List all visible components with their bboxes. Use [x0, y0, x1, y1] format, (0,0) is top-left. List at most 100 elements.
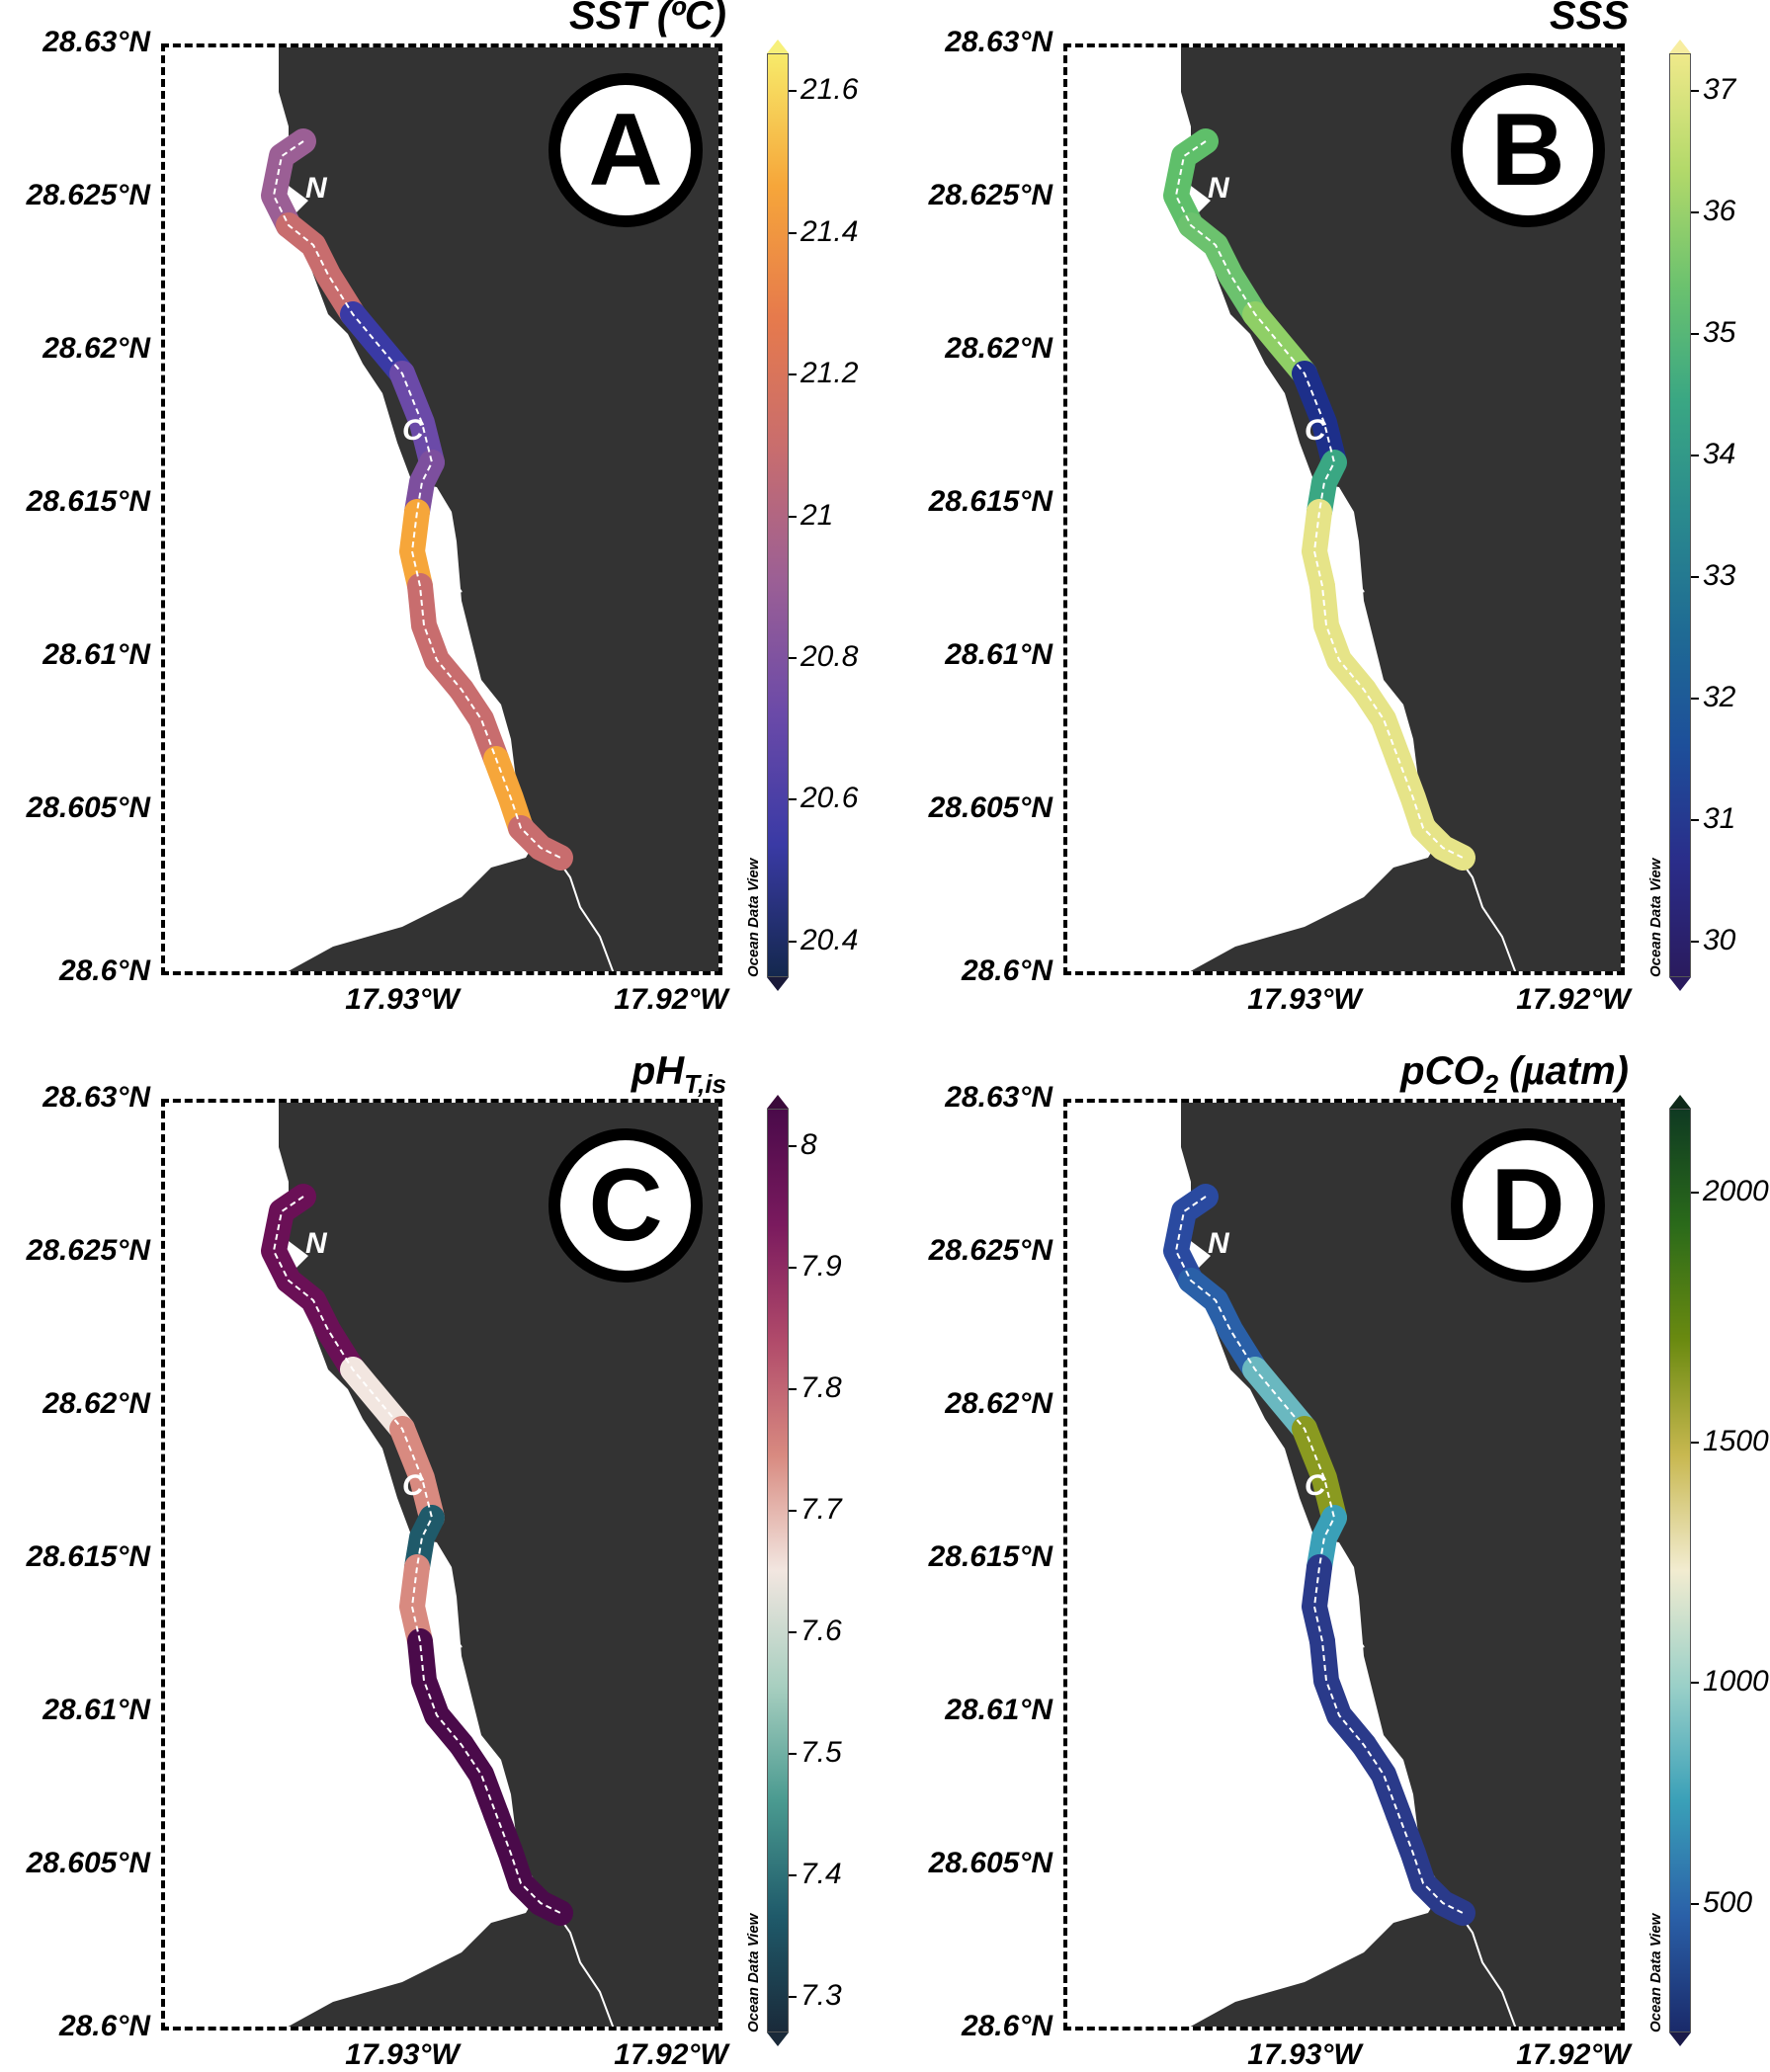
- latitude-tick-label: 28.6°N: [961, 954, 1053, 987]
- colorbar-tick-label: 7.4: [801, 1857, 842, 1890]
- land-mass: [279, 1103, 718, 2027]
- ocean-data-view-watermark: Ocean Data View: [745, 1913, 762, 2032]
- panel-letter-badge: C: [548, 1128, 703, 1283]
- latitude-tick-label: 28.63°N: [945, 26, 1053, 58]
- colorbar-tick-label: 21: [801, 498, 834, 532]
- cruise-track-line: [1174, 140, 1464, 859]
- latitude-tick-label: 28.62°N: [945, 1387, 1053, 1420]
- colorbar-tick-label: 37: [1703, 73, 1736, 107]
- colorbar-tick-label: 7.5: [801, 1735, 842, 1769]
- latitude-tick-label: 28.605°N: [928, 1847, 1053, 1879]
- colorbar-tick-label: 30: [1703, 923, 1736, 956]
- colorbar-tick-label: 34: [1703, 438, 1736, 471]
- panel-letter-badge: A: [548, 73, 703, 227]
- colorbar-bottom-cap: [767, 2032, 789, 2046]
- latitude-tick-label: 28.615°N: [928, 485, 1053, 518]
- latitude-tick-label: 28.625°N: [26, 1234, 150, 1267]
- colorbar-tick-mark: [789, 1510, 797, 1513]
- panel-title: SSS: [1549, 0, 1629, 38]
- latitude-tick-label: 28.62°N: [42, 1387, 150, 1420]
- colorbar-tick-mark: [789, 373, 797, 376]
- longitude-tick-label: 17.93°W: [1247, 2038, 1362, 2071]
- colorbar-tick-label: 8: [801, 1128, 817, 1162]
- colorbar-bottom-cap: [1669, 977, 1691, 991]
- colorbar-tick-label: 2000: [1703, 1175, 1769, 1208]
- site-label-north: N: [1208, 172, 1229, 205]
- colorbar-top-cap: [1669, 1095, 1691, 1109]
- colorbar-tick-label: 7.7: [801, 1493, 842, 1527]
- latitude-tick-label: 28.6°N: [58, 954, 150, 987]
- colorbar-tick-label: 33: [1703, 558, 1736, 592]
- ocean-data-view-watermark: Ocean Data View: [1647, 1913, 1664, 2032]
- ocean-data-view-watermark: Ocean Data View: [1647, 858, 1664, 977]
- longitude-tick-label: 17.92°W: [614, 983, 728, 1016]
- colorbar-tick-mark: [1691, 697, 1699, 700]
- latitude-tick-label: 28.625°N: [928, 179, 1053, 211]
- latitude-tick-label: 28.6°N: [58, 2010, 150, 2042]
- site-label-south: S: [1345, 582, 1366, 615]
- panel-title: pHT,is: [631, 1049, 726, 1099]
- map-frame: [161, 1099, 722, 2031]
- colorbar-tick-mark: [789, 656, 797, 659]
- colorbar-tick-label: 21.6: [801, 73, 859, 107]
- colorbar-top-cap: [1669, 40, 1691, 53]
- site-label-south: S: [443, 1637, 464, 1670]
- cruise-track-line: [272, 1196, 561, 1914]
- colorbar-tick-mark: [789, 1995, 797, 1998]
- colorbar-tick-mark: [789, 1388, 797, 1391]
- map-panel-a: 28.63°N 28.625°N 28.62°N 28.615°N 28.61°N 28.…: [0, 0, 868, 1016]
- colorbar-top-cap: [767, 1095, 789, 1109]
- colorbar-tick-label: 20.6: [801, 782, 859, 815]
- colorbar: [767, 1109, 789, 2032]
- site-label-central: C: [1305, 1469, 1326, 1502]
- map-frame: [161, 43, 722, 975]
- colorbar-tick-mark: [789, 515, 797, 518]
- colorbar-tick-label: 32: [1703, 680, 1736, 713]
- site-label-north: N: [305, 172, 327, 205]
- map-panel-c: 28.63°N 28.625°N 28.62°N 28.615°N 28.61°N 28.…: [0, 1049, 868, 2071]
- colorbar-tick-label: 31: [1703, 801, 1736, 835]
- latitude-tick-label: 28.62°N: [42, 332, 150, 365]
- colorbar-tick-mark: [1691, 455, 1699, 457]
- latitude-tick-label: 28.625°N: [928, 1234, 1053, 1267]
- longitude-tick-label: 17.93°W: [345, 2038, 460, 2071]
- ocean-data-view-watermark: Ocean Data View: [745, 858, 762, 977]
- latitude-tick-label: 28.63°N: [42, 1081, 150, 1114]
- land-mass: [279, 47, 718, 971]
- colorbar-tick-mark: [789, 1630, 797, 1633]
- colorbar-tick-label: 1000: [1703, 1664, 1769, 1698]
- colorbar-tick-mark: [1691, 1681, 1699, 1684]
- panel-letter-badge: D: [1451, 1128, 1605, 1283]
- latitude-tick-label: 28.61°N: [42, 638, 150, 671]
- longitude-tick-label: 17.93°W: [1247, 983, 1362, 1016]
- colorbar-bottom-cap: [1669, 2032, 1691, 2046]
- colorbar-bottom-cap: [767, 977, 789, 991]
- site-label-central: C: [402, 414, 424, 447]
- latitude-tick-label: 28.63°N: [42, 26, 150, 58]
- latitude-tick-label: 28.62°N: [945, 332, 1053, 365]
- colorbar-tick-mark: [789, 798, 797, 801]
- longitude-tick-label: 17.92°W: [1516, 983, 1631, 1016]
- colorbar-tick-label: 7.8: [801, 1371, 842, 1405]
- colorbar-top-cap: [767, 40, 789, 53]
- colorbar-tick-label: 7.9: [801, 1250, 842, 1284]
- map-panel-d: 28.63°N 28.625°N 28.62°N 28.615°N 28.61°N 28.…: [902, 1049, 1770, 2071]
- latitude-tick-label: 28.615°N: [928, 1540, 1053, 1573]
- latitude-tick-label: 28.63°N: [945, 1081, 1053, 1114]
- map-frame: [1063, 1099, 1625, 2031]
- latitude-tick-label: 28.6°N: [961, 2010, 1053, 2042]
- colorbar-tick-mark: [789, 1873, 797, 1876]
- longitude-tick-label: 17.92°W: [614, 2038, 728, 2071]
- site-label-central: C: [402, 1469, 424, 1502]
- latitude-tick-label: 28.615°N: [26, 485, 150, 518]
- colorbar-tick-label: 35: [1703, 316, 1736, 350]
- latitude-tick-label: 28.61°N: [42, 1694, 150, 1726]
- site-label-south: S: [1345, 1637, 1366, 1670]
- colorbar-tick-mark: [1691, 1441, 1699, 1444]
- colorbar-tick-mark: [789, 1145, 797, 1148]
- colorbar-tick-mark: [789, 1752, 797, 1755]
- land-mass: [1181, 47, 1621, 971]
- colorbar-tick-mark: [1691, 1903, 1699, 1906]
- colorbar: [1669, 53, 1691, 977]
- latitude-tick-label: 28.605°N: [928, 791, 1053, 824]
